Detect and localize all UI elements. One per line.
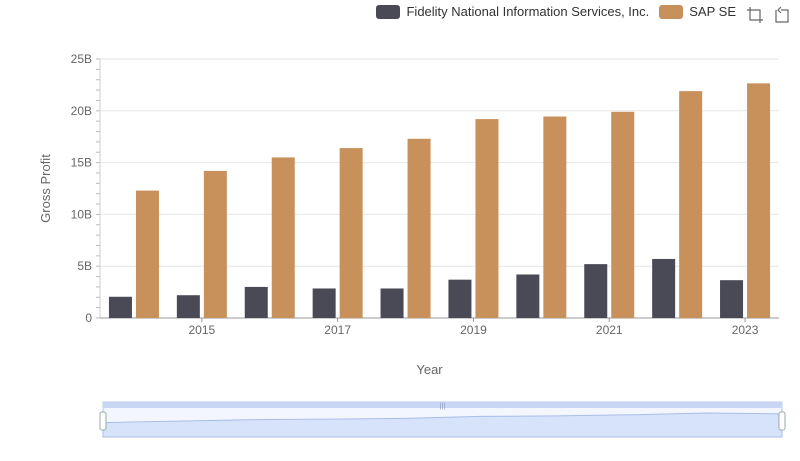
bar-sap-2018 bbox=[407, 138, 431, 318]
y-tick-label: 0 bbox=[85, 311, 92, 325]
bar-fidelity-2014 bbox=[108, 296, 132, 318]
bar-sap-2017 bbox=[339, 148, 363, 318]
bar-sap-2020 bbox=[543, 116, 567, 318]
y-axis-title: Gross Profit bbox=[38, 154, 53, 223]
x-tick-label: 2017 bbox=[324, 323, 351, 337]
y-tick-label: 5B bbox=[77, 259, 92, 273]
zoom-handle-left[interactable] bbox=[99, 411, 107, 431]
y-tick-label: 15B bbox=[71, 156, 92, 170]
bar-sap-2016 bbox=[271, 157, 295, 318]
bar-sap-2015 bbox=[203, 170, 227, 318]
x-tick-label: 2015 bbox=[188, 323, 215, 337]
bar-sap-2021 bbox=[611, 111, 635, 318]
y-tick-label: 20B bbox=[71, 104, 92, 118]
zoom-drag-grip[interactable]: ||| bbox=[440, 403, 446, 410]
bar-fidelity-2020 bbox=[516, 274, 540, 318]
legend-item-sap[interactable]: SAP SE bbox=[659, 4, 736, 19]
x-tick-label: 2023 bbox=[732, 323, 759, 337]
bar-fidelity-2018 bbox=[380, 288, 404, 318]
x-tick-label: 2021 bbox=[596, 323, 623, 337]
bar-fidelity-2022 bbox=[652, 258, 676, 318]
legend-swatch-sap bbox=[659, 4, 684, 19]
legend-swatch-fidelity bbox=[376, 4, 401, 19]
grid-layer bbox=[100, 58, 779, 267]
label-layer: 0 5B 10B 15B 20B 25B 2015 2017 2019 2021 2023 Year G… bbox=[38, 52, 759, 377]
legend-label-sap: SAP SE bbox=[689, 4, 736, 19]
toolbox bbox=[746, 6, 790, 24]
legend: Fidelity National Information Services, … bbox=[376, 4, 736, 19]
bar-fidelity-2023 bbox=[720, 280, 744, 318]
bar-sap-2014 bbox=[135, 190, 159, 318]
bar-fidelity-2015 bbox=[176, 295, 200, 318]
bar-sap-2022 bbox=[679, 91, 703, 318]
zoom-handle-right[interactable] bbox=[778, 411, 786, 431]
bar-layer bbox=[108, 83, 771, 318]
y-tick-label: 25B bbox=[71, 52, 92, 66]
bar-fidelity-2016 bbox=[244, 286, 268, 318]
bar-sap-2019 bbox=[475, 119, 499, 318]
legend-item-fidelity[interactable]: Fidelity National Information Services, … bbox=[376, 4, 649, 19]
bar-fidelity-2019 bbox=[448, 279, 472, 318]
zoom-reset-icon[interactable] bbox=[772, 6, 790, 24]
axis-layer bbox=[96, 58, 779, 322]
x-axis-title: Year bbox=[416, 362, 443, 377]
legend-label-fidelity: Fidelity National Information Services, … bbox=[406, 4, 650, 19]
bar-fidelity-2017 bbox=[312, 288, 336, 318]
bar-fidelity-2021 bbox=[584, 264, 608, 318]
y-tick-label: 10B bbox=[71, 207, 92, 221]
zoom-icon[interactable] bbox=[746, 6, 764, 24]
data-zoom-slider: ||| bbox=[99, 401, 786, 438]
bar-sap-2023 bbox=[747, 83, 771, 318]
zoom-top-bar bbox=[103, 402, 782, 408]
x-tick-label: 2019 bbox=[460, 323, 487, 337]
